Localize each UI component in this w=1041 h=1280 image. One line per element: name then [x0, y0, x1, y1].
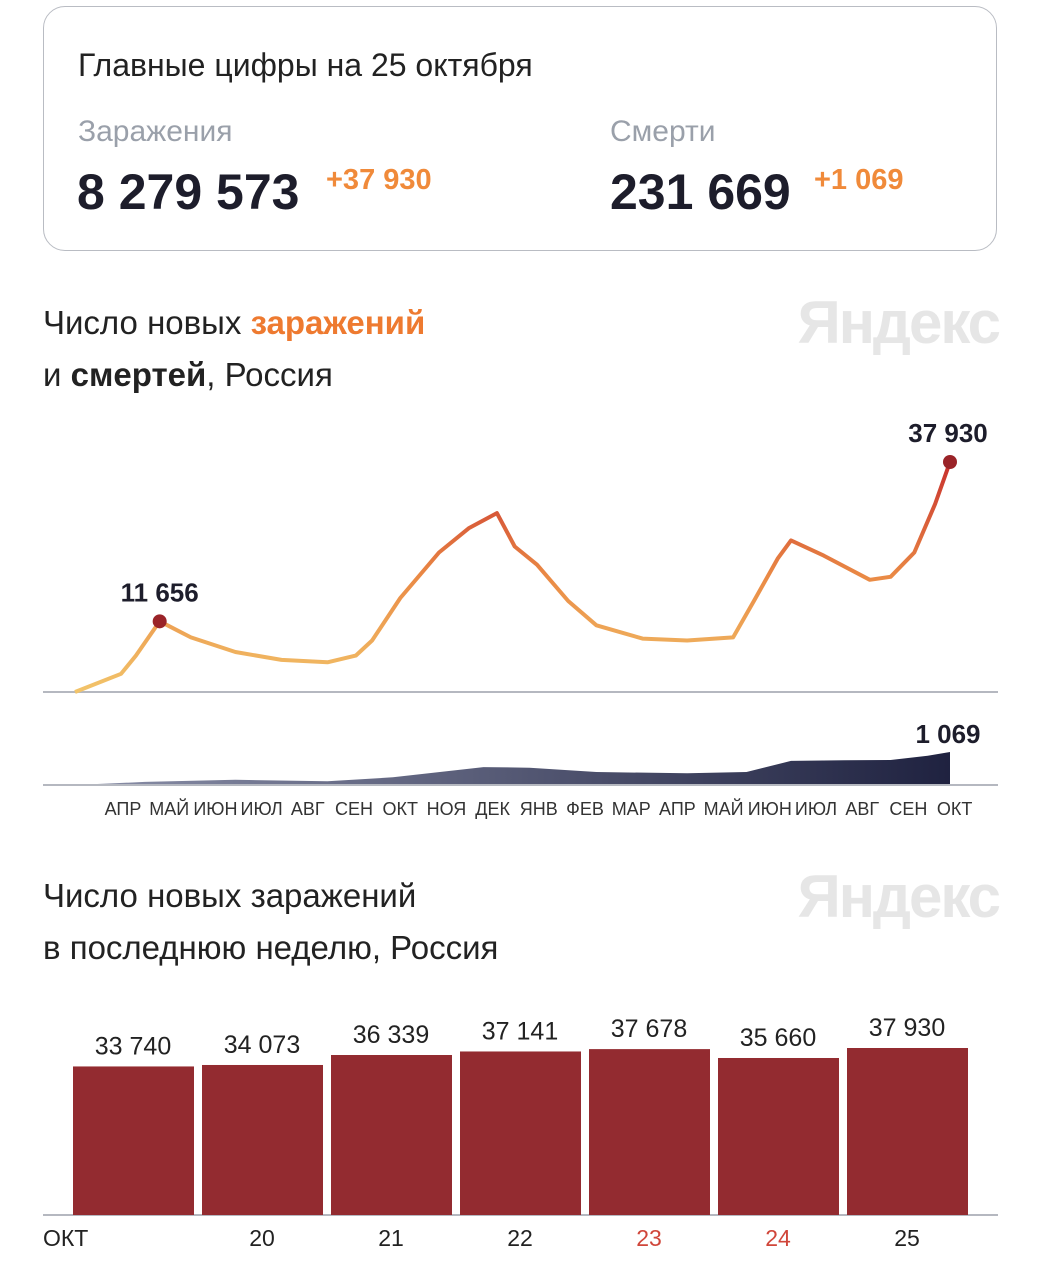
x-tick-label: МАЙ [149, 798, 189, 819]
x-tick-label: ДЕК [475, 799, 510, 819]
x-tick-label: ЯНВ [520, 799, 558, 819]
bar-value-label: 35 660 [740, 1024, 816, 1052]
bar [202, 1064, 323, 1215]
bar-category-label: 23 [636, 1225, 662, 1251]
bar-chart-title: Число новых заражений в последнюю неделю,… [43, 877, 499, 966]
bar-value-label: 37 678 [611, 1015, 687, 1043]
infections-label: Заражения [78, 115, 233, 148]
infections-total: 8 279 573 [77, 164, 300, 220]
bar [589, 1049, 710, 1215]
bar-value-label: 36 339 [353, 1021, 429, 1049]
bar-category-label: 21 [378, 1225, 404, 1251]
x-tick-label: АВГ [291, 799, 325, 819]
yandex-logo: Яндекс [797, 289, 1001, 356]
x-tick-label: НОЯ [427, 799, 467, 819]
bar-value-label: 37 141 [482, 1017, 558, 1045]
x-tick-label: СЕН [335, 799, 373, 819]
annotation-label: 37 930 [908, 418, 988, 448]
bar [331, 1055, 452, 1215]
x-tick-label: АПР [659, 799, 696, 819]
deaths-area [75, 752, 950, 785]
x-tick-label: ИЮЛ [795, 799, 837, 819]
bar-value-label: 33 740 [95, 1032, 171, 1060]
annotation-label: 11 656 [121, 577, 199, 607]
deaths-label: Смерти [610, 115, 716, 148]
infections-line [74, 461, 952, 694]
deaths-delta: +1 069 [814, 164, 904, 196]
annotation-label: 1 069 [915, 719, 980, 749]
x-tick-label: МАР [612, 799, 651, 819]
x-tick-label: ОКТ [937, 799, 972, 819]
bar [460, 1051, 581, 1215]
yandex-logo-2: Яндекс [797, 863, 1001, 930]
line-chart-title: Число новых заражений и смертей, Россия [43, 304, 426, 393]
bar-value-label: 37 930 [869, 1014, 945, 1042]
summary-title: Главные цифры на 25 октября [78, 47, 533, 83]
x-tick-label: ИЮН [748, 799, 792, 819]
x-tick-label: ОКТ [382, 799, 417, 819]
x-tick-label: АВГ [845, 799, 879, 819]
summary-card: Главные цифры на 25 октября Заражения 8 … [43, 6, 997, 251]
bar-category-label: 22 [507, 1225, 533, 1251]
bar [718, 1057, 839, 1215]
bar-category-label: 24 [765, 1225, 791, 1251]
bar-category-label: 25 [894, 1225, 920, 1251]
bar [73, 1066, 194, 1215]
x-tick-label: СЕН [889, 799, 927, 819]
x-tick-label: ИЮН [193, 799, 237, 819]
deaths-total: 231 669 [610, 164, 791, 220]
x-tick-label: ФЕВ [566, 799, 604, 819]
bar [847, 1048, 968, 1215]
bar-category-label: 20 [249, 1225, 275, 1251]
annotation-dot [152, 614, 167, 629]
bar-category-label: ОКТ [43, 1225, 88, 1251]
bar-value-label: 34 073 [224, 1031, 300, 1059]
x-tick-label: АПР [105, 799, 142, 819]
x-tick-label: МАЙ [704, 798, 744, 819]
x-tick-label: ИЮЛ [241, 799, 283, 819]
annotation-dot [943, 455, 957, 469]
infections-delta: +37 930 [326, 164, 432, 196]
